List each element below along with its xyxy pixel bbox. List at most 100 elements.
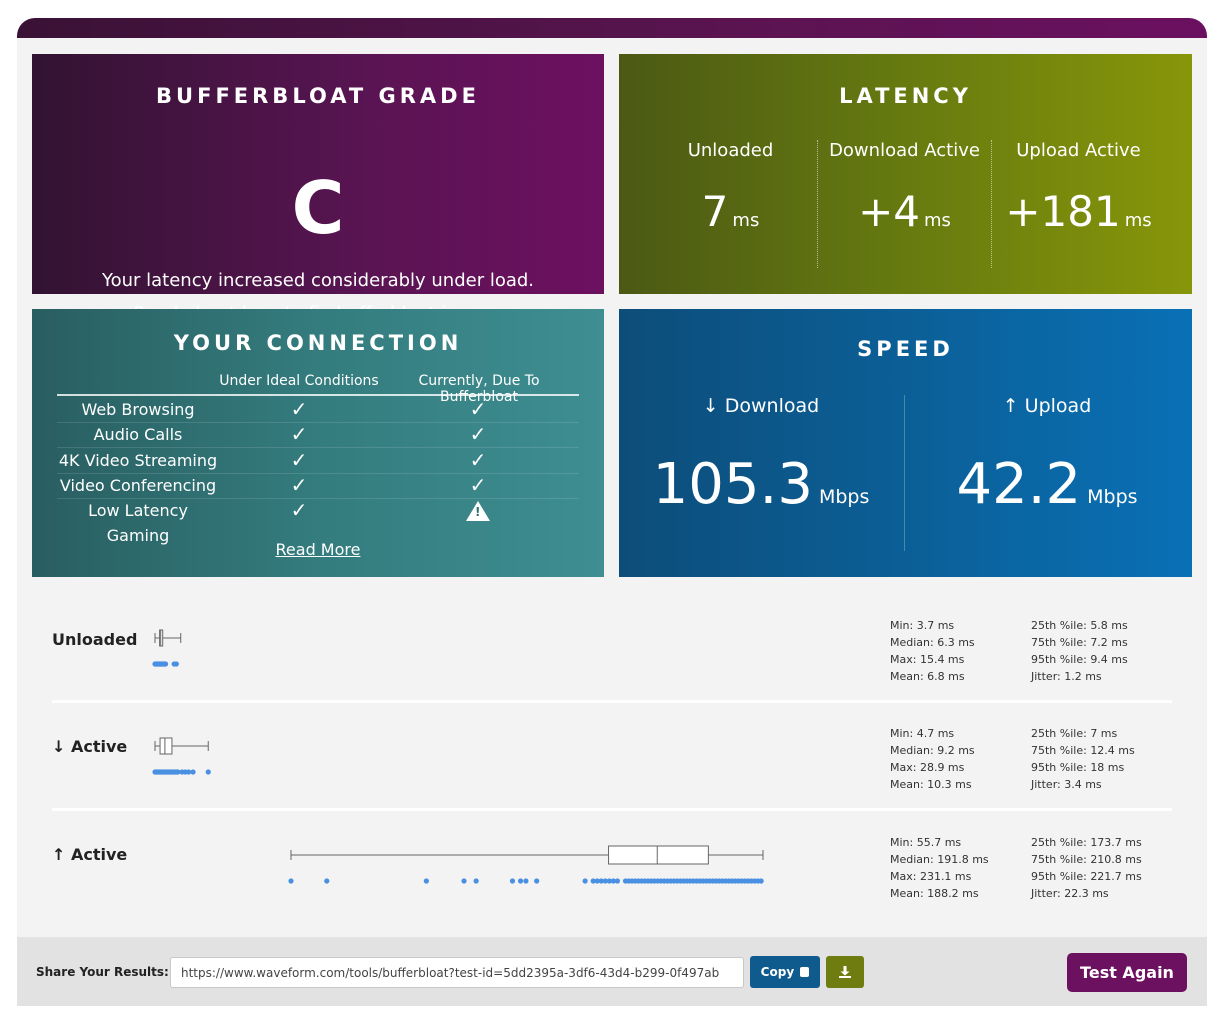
stat-min: Min: 4.7 ms <box>890 727 955 740</box>
check-icon: ✓ <box>469 473 487 497</box>
download-value: 105.3 <box>652 452 813 517</box>
unloaded-stats-right: 25th %ile: 5.8 ms 75th %ile: 7.2 ms 95th… <box>1031 617 1128 685</box>
stat-max: Max: 28.9 ms <box>890 761 965 774</box>
stat-p75: 75th %ile: 210.8 ms <box>1031 853 1142 866</box>
test-again-button[interactable]: Test Again <box>1067 953 1187 992</box>
share-url-field[interactable] <box>170 957 744 988</box>
latency-label: Upload Active <box>1016 140 1141 161</box>
header-bar <box>17 18 1207 40</box>
stat-max: Max: 231.1 ms <box>890 870 972 883</box>
speed-card: SPEED ↓ Download 105.3 Mbps ↑ Upload 42.2… <box>619 309 1192 577</box>
activity-name: Web Browsing <box>81 400 195 419</box>
upload-stats-left: Min: 55.7 ms Median: 191.8 ms Max: 231.1… <box>890 834 989 902</box>
unloaded-label: Unloaded <box>52 630 138 649</box>
upload-speed: ↑ Upload 42.2 Mbps <box>905 395 1189 525</box>
stat-p95: 95th %ile: 18 ms <box>1031 761 1125 774</box>
check-icon: ✓ <box>469 397 487 421</box>
upload-stats-right: 25th %ile: 173.7 ms 75th %ile: 210.8 ms … <box>1031 834 1142 902</box>
connection-row: 4K Video Streaming ✓ ✓ <box>57 448 579 474</box>
activity-name: 4K Video Streaming <box>58 451 218 470</box>
check-icon: ✓ <box>290 448 308 472</box>
stat-jitter: Jitter: 1.2 ms <box>1031 670 1102 683</box>
connection-title: YOUR CONNECTION <box>173 331 463 355</box>
latency-unit: ms <box>732 210 760 231</box>
connection-row: Web Browsing ✓ ✓ <box>57 397 579 423</box>
download-label: ↓ Download <box>702 395 820 417</box>
activity-name: Low Latency Gaming <box>88 501 188 545</box>
latency-upload-active: Upload Active +181 ms <box>992 140 1165 242</box>
download-active-label: ↓ Active <box>52 737 128 756</box>
bufferbloat-grade-card: BUFFERBLOAT GRADE C Your latency increas… <box>32 54 604 324</box>
stat-median: Median: 6.3 ms <box>890 636 975 649</box>
stat-min: Min: 3.7 ms <box>890 619 955 632</box>
connection-row: Audio Calls ✓ ✓ <box>57 422 579 448</box>
connection-row: Video Conferencing ✓ ✓ <box>57 473 579 499</box>
stat-max: Max: 15.4 ms <box>890 653 965 666</box>
header-divider <box>57 394 579 396</box>
upload-value: 42.2 <box>956 452 1082 517</box>
stat-p75: 75th %ile: 7.2 ms <box>1031 636 1128 649</box>
check-icon: ✓ <box>290 498 308 522</box>
stat-mean: Mean: 188.2 ms <box>890 887 979 900</box>
latency-label: Download Active <box>829 140 980 161</box>
download-icon <box>839 966 851 978</box>
latency-download-active: Download Active +4 ms <box>818 140 991 242</box>
speed-divider <box>904 395 905 551</box>
check-icon: ✓ <box>290 397 308 421</box>
stat-p25: 25th %ile: 7 ms <box>1031 727 1118 740</box>
connection-card: YOUR CONNECTION Under Ideal Conditions C… <box>32 309 604 577</box>
stat-jitter: Jitter: 22.3 ms <box>1031 887 1109 900</box>
warning-icon: ! <box>463 498 493 524</box>
upload-active-label: ↑ Active <box>52 845 128 864</box>
latency-value: 7 <box>701 187 729 236</box>
latency-divider <box>817 140 818 268</box>
latency-value: +4 <box>858 187 920 236</box>
latency-unloaded: Unloaded 7 ms <box>644 140 817 242</box>
latency-value: +181 <box>1005 187 1121 236</box>
stat-p25: 25th %ile: 5.8 ms <box>1031 619 1128 632</box>
grade-description: Your latency increased considerably unde… <box>101 270 535 291</box>
row-divider <box>52 700 1172 703</box>
row-divider <box>52 808 1172 811</box>
col-ideal-header: Under Ideal Conditions <box>219 373 379 389</box>
stat-p25: 25th %ile: 173.7 ms <box>1031 836 1142 849</box>
grade-title: BUFFERBLOAT GRADE <box>156 84 480 108</box>
stat-jitter: Jitter: 3.4 ms <box>1031 778 1102 791</box>
latency-card: LATENCY Unloaded 7 ms Download Active +4 m… <box>619 54 1192 294</box>
upload-unit: Mbps <box>1087 486 1138 508</box>
connection-row: Low Latency Gaming ✓ ! <box>57 498 579 545</box>
stat-mean: Mean: 10.3 ms <box>890 778 972 791</box>
activity-name: Video Conferencing <box>59 476 217 495</box>
share-label: Share Your Results: <box>36 965 169 979</box>
latency-divider <box>991 140 992 268</box>
activity-name: Audio Calls <box>93 425 183 444</box>
check-icon: ✓ <box>469 448 487 472</box>
col-current-header: Currently, Due To Bufferbloat <box>418 373 540 405</box>
copy-icon <box>800 967 810 977</box>
grade-letter: C <box>291 166 345 250</box>
stat-p95: 95th %ile: 221.7 ms <box>1031 870 1142 883</box>
stat-median: Median: 9.2 ms <box>890 744 975 757</box>
latency-unit: ms <box>924 210 951 231</box>
stat-min: Min: 55.7 ms <box>890 836 962 849</box>
latency-title: LATENCY <box>839 84 972 108</box>
upload-label: ↑ Upload <box>1002 395 1092 417</box>
latency-label: Unloaded <box>687 140 774 161</box>
stat-p95: 95th %ile: 9.4 ms <box>1031 653 1128 666</box>
check-icon: ✓ <box>469 422 487 446</box>
download-speed: ↓ Download 105.3 Mbps <box>619 395 903 525</box>
read-more-link[interactable]: Read More <box>275 540 361 559</box>
unloaded-stats-left: Min: 3.7 ms Median: 6.3 ms Max: 15.4 ms … <box>890 617 975 685</box>
stat-mean: Mean: 6.8 ms <box>890 670 965 683</box>
download-button[interactable] <box>826 956 864 988</box>
check-icon: ✓ <box>290 422 308 446</box>
copy-button[interactable]: Copy <box>750 956 820 988</box>
latency-unit: ms <box>1124 210 1152 231</box>
stat-median: Median: 191.8 ms <box>890 853 989 866</box>
copy-label: Copy <box>760 965 795 979</box>
download-stats-left: Min: 4.7 ms Median: 9.2 ms Max: 28.9 ms … <box>890 725 975 793</box>
check-icon: ✓ <box>290 473 308 497</box>
speed-title: SPEED <box>857 337 954 361</box>
download-stats-right: 25th %ile: 7 ms 75th %ile: 12.4 ms 95th … <box>1031 725 1135 793</box>
download-unit: Mbps <box>818 486 870 508</box>
